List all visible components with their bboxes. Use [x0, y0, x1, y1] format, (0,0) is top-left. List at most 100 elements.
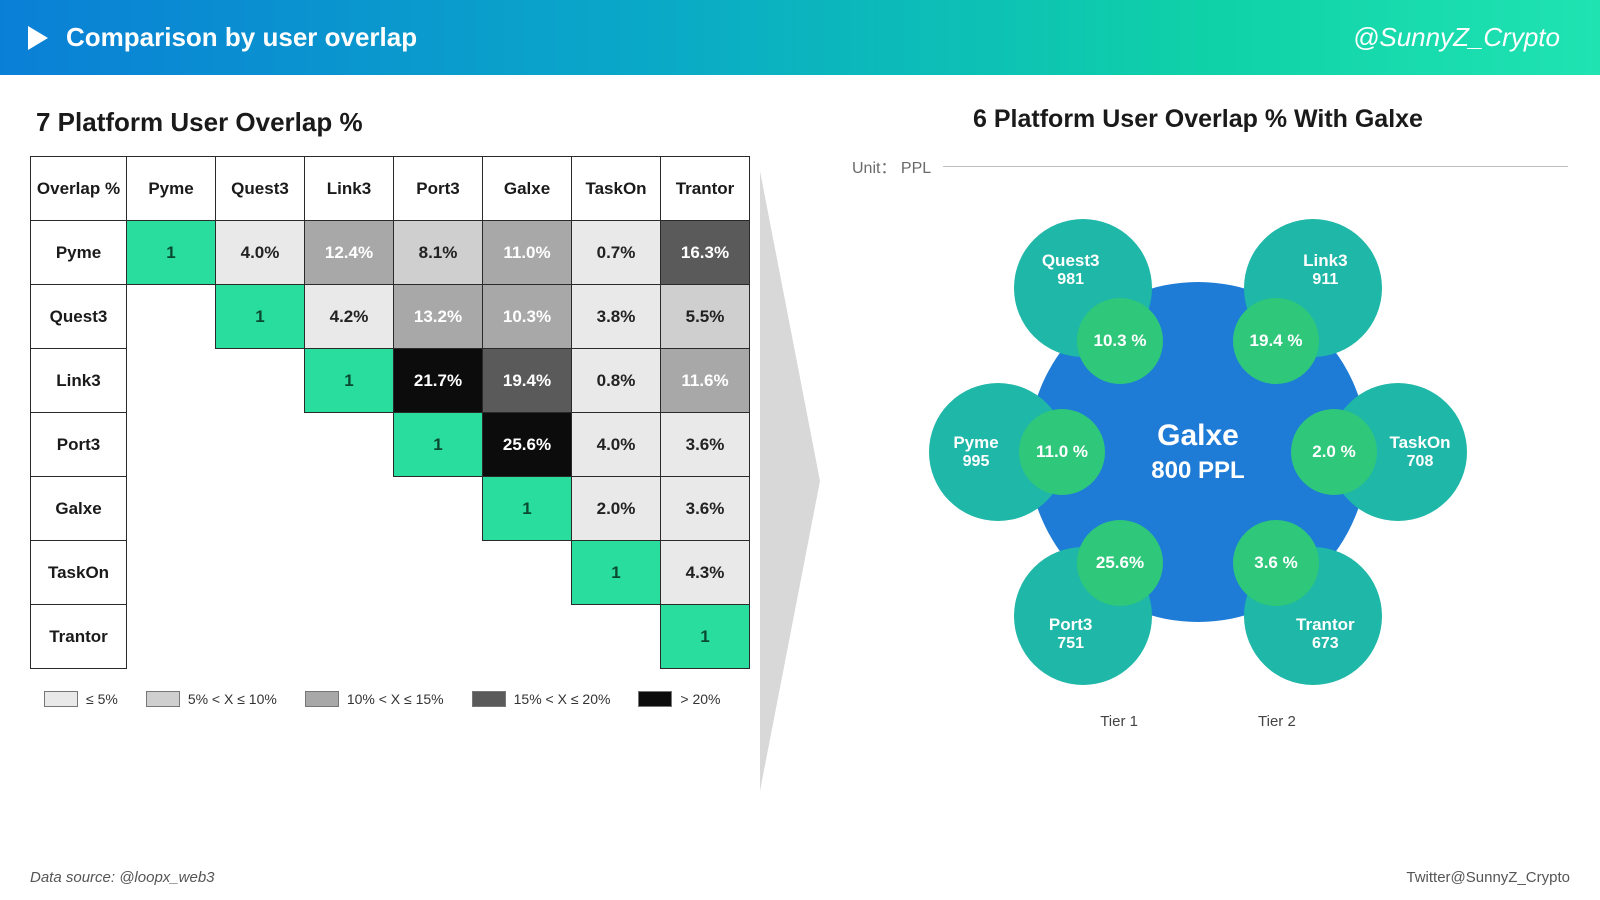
matrix-cell — [127, 349, 216, 413]
col-header: Trantor — [661, 157, 750, 221]
matrix-cell — [305, 477, 394, 541]
row-header: Link3 — [31, 349, 127, 413]
legend-swatch — [638, 691, 672, 707]
tier-1-label: Tier 1 — [1100, 713, 1138, 730]
col-header: Pyme — [127, 157, 216, 221]
matrix-cell: 1 — [483, 477, 572, 541]
matrix-cell: 3.6% — [661, 413, 750, 477]
venn-overlap: 2.0 % — [1291, 409, 1377, 495]
data-source: Data source: @loopx_web3 — [30, 869, 215, 886]
matrix-cell: 11.0% — [483, 221, 572, 285]
matrix-cell: 1 — [305, 349, 394, 413]
satellite-name: Quest3 — [1042, 251, 1100, 271]
legend-swatch — [472, 691, 506, 707]
venn-overlap: 19.4 % — [1233, 298, 1319, 384]
unit-label: Unit： PPL — [852, 154, 931, 178]
matrix-cell — [127, 477, 216, 541]
matrix-cell: 10.3% — [483, 285, 572, 349]
matrix-cell: 2.0% — [572, 477, 661, 541]
row-header: Quest3 — [31, 285, 127, 349]
satellite-name: Pyme — [953, 433, 998, 453]
matrix-cell: 8.1% — [394, 221, 483, 285]
matrix-cell: 0.8% — [572, 349, 661, 413]
footer: Data source: @loopx_web3 Twitter@SunnyZ_… — [30, 869, 1570, 886]
matrix-cell — [216, 413, 305, 477]
satellite-name: Link3 — [1303, 251, 1347, 271]
legend-item: ≤ 5% — [44, 691, 118, 707]
col-header: Port3 — [394, 157, 483, 221]
legend-label: 15% < X ≤ 20% — [514, 691, 611, 707]
center-name: Galxe — [1157, 419, 1239, 453]
matrix-cell: 3.6% — [661, 477, 750, 541]
matrix-cell — [483, 605, 572, 669]
matrix-cell — [127, 541, 216, 605]
legend-item: 5% < X ≤ 10% — [146, 691, 277, 707]
matrix-cell: 4.0% — [572, 413, 661, 477]
unit-divider — [943, 166, 1568, 167]
legend-swatch — [44, 691, 78, 707]
satellite-name: Trantor — [1296, 615, 1355, 635]
matrix-cell — [394, 605, 483, 669]
satellite-value: 981 — [1042, 271, 1100, 289]
row-header: TaskOn — [31, 541, 127, 605]
matrix-cell: 4.2% — [305, 285, 394, 349]
matrix-cell — [216, 605, 305, 669]
col-header: TaskOn — [572, 157, 661, 221]
matrix-cell: 1 — [216, 285, 305, 349]
matrix-cell: 21.7% — [394, 349, 483, 413]
matrix-cell: 4.0% — [216, 221, 305, 285]
matrix-cell — [394, 477, 483, 541]
matrix-cell: 5.5% — [661, 285, 750, 349]
overlap-matrix: Overlap %PymeQuest3Link3Port3GalxeTaskOn… — [30, 156, 750, 669]
author-handle: @SunnyZ_Crypto — [1353, 22, 1560, 53]
satellite-name: Port3 — [1049, 615, 1092, 635]
matrix-cell: 1 — [394, 413, 483, 477]
matrix-legend: ≤ 5% 5% < X ≤ 10% 10% < X ≤ 15% 15% < X ≤ 2… — [44, 691, 750, 707]
legend-item: > 20% — [638, 691, 720, 707]
matrix-cell — [572, 605, 661, 669]
header-bar: Comparison by user overlap @SunnyZ_Crypt… — [0, 0, 1600, 75]
center-value: 800 PPL — [1151, 457, 1244, 485]
matrix-cell — [127, 285, 216, 349]
legend-label: 10% < X ≤ 15% — [347, 691, 444, 707]
venn-overlap: 11.0 % — [1019, 409, 1105, 495]
legend-item: 15% < X ≤ 20% — [472, 691, 611, 707]
matrix-cell — [216, 349, 305, 413]
matrix-cell — [127, 413, 216, 477]
satellite-value: 751 — [1049, 635, 1092, 653]
matrix-cell — [127, 605, 216, 669]
legend-label: 5% < X ≤ 10% — [188, 691, 277, 707]
matrix-cell: 12.4% — [305, 221, 394, 285]
legend-swatch — [146, 691, 180, 707]
matrix-cell: 16.3% — [661, 221, 750, 285]
col-header: Quest3 — [216, 157, 305, 221]
satellite-name: TaskOn — [1389, 433, 1450, 453]
legend-item: 10% < X ≤ 15% — [305, 691, 444, 707]
matrix-cell — [216, 541, 305, 605]
tier-labels: Tier 1 Tier 2 — [888, 713, 1508, 730]
matrix-cell: 3.8% — [572, 285, 661, 349]
matrix-cell — [305, 541, 394, 605]
play-icon — [28, 26, 48, 50]
venn-diagram: Tier 1 Tier 2 Galxe800 PPLQuest398110.3 … — [888, 202, 1508, 722]
matrix-cell: 11.6% — [661, 349, 750, 413]
legend-label: ≤ 5% — [86, 691, 118, 707]
col-header: Galxe — [483, 157, 572, 221]
matrix-title: 7 Platform User Overlap % — [36, 107, 750, 138]
matrix-cell: 1 — [572, 541, 661, 605]
row-header: Trantor — [31, 605, 127, 669]
matrix-cell: 25.6% — [483, 413, 572, 477]
tier-2-label: Tier 2 — [1258, 713, 1296, 730]
matrix-corner: Overlap % — [31, 157, 127, 221]
col-header: Link3 — [305, 157, 394, 221]
satellite-value: 995 — [953, 453, 998, 471]
legend-label: > 20% — [680, 691, 720, 707]
matrix-panel: 7 Platform User Overlap % Overlap %PymeQ… — [12, 99, 772, 835]
satellite-value: 911 — [1303, 271, 1347, 289]
legend-swatch — [305, 691, 339, 707]
matrix-cell: 0.7% — [572, 221, 661, 285]
satellite-value: 673 — [1296, 635, 1355, 653]
venn-overlap: 25.6% — [1077, 520, 1163, 606]
matrix-cell — [305, 605, 394, 669]
venn-overlap: 3.6 % — [1233, 520, 1319, 606]
